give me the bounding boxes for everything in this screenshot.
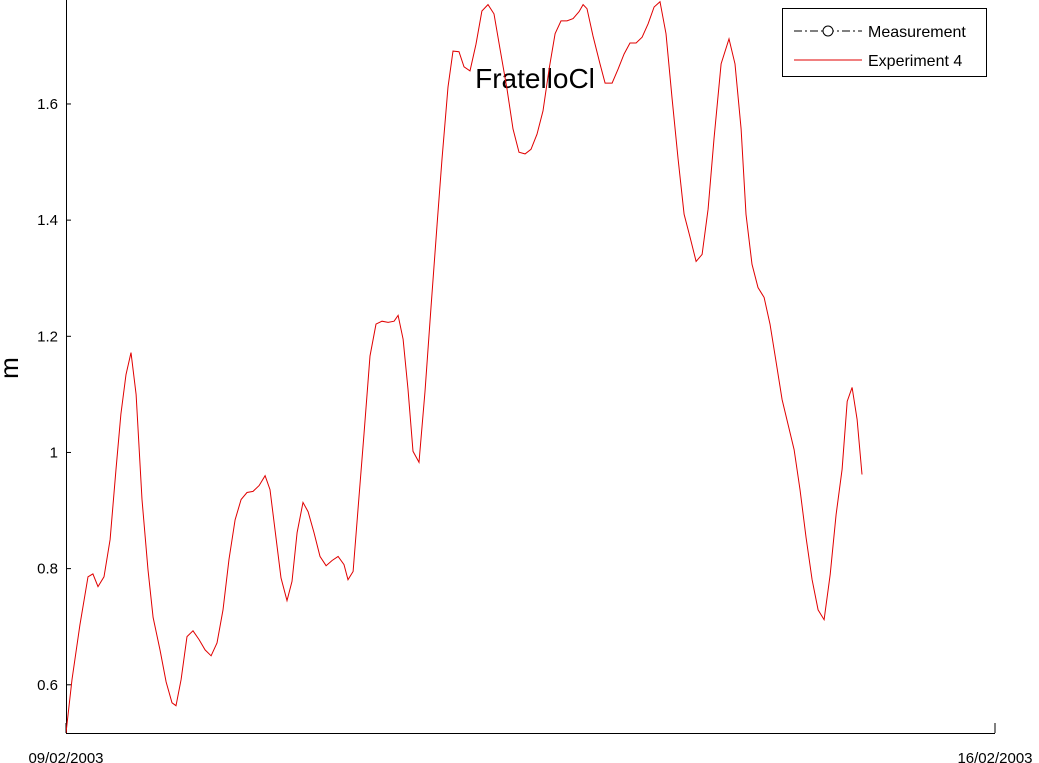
y-tick-label: 0.6 [37,677,58,694]
y-tick-label: 1.6 [37,96,58,113]
legend: Measurement Experiment 4 [782,8,987,77]
y-tick-label: 1.4 [37,212,58,229]
legend-marker [822,25,834,37]
legend-box [782,8,987,77]
x-tick-label: 16/02/2003 [957,750,1032,763]
data-line [66,0,863,734]
x-tick-label: 09/02/2003 [28,750,103,763]
chart-title: FratelloCl [475,63,595,94]
y-axis-label: m [0,357,24,379]
legend-label: Measurement [868,24,966,41]
y-tick-label: 1.2 [37,328,58,345]
plot-area [66,0,863,734]
legend-label: Experiment 4 [868,53,962,70]
y-tick-label: 1 [50,444,58,461]
y-tick-label: 0.8 [37,561,58,578]
